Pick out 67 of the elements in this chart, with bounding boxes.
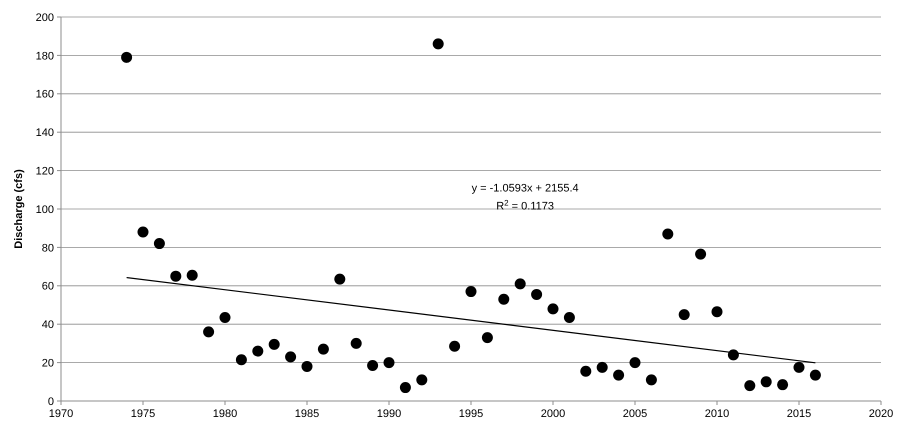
point: [810, 370, 821, 381]
point: [367, 360, 378, 371]
point: [580, 366, 592, 377]
x-tick-label: 1970: [48, 408, 74, 420]
point: [777, 379, 788, 390]
point: [662, 228, 674, 240]
x-tick-label: 2005: [622, 408, 648, 420]
y-tick-label: 180: [36, 50, 54, 62]
x-tick-label: 2010: [704, 408, 730, 420]
point: [794, 362, 804, 373]
point: [613, 370, 624, 381]
point: [121, 52, 132, 63]
point: [695, 248, 706, 260]
x-tick-label: 1990: [376, 408, 402, 420]
point: [384, 357, 394, 368]
point: [220, 312, 230, 323]
annotation: y = -1.0593x + 2155.4: [472, 182, 579, 195]
point: [186, 270, 198, 281]
point: [712, 306, 722, 318]
y-tick-label: 0: [48, 396, 54, 408]
point: [531, 288, 542, 300]
point: [564, 312, 575, 323]
point: [432, 38, 444, 50]
point: [646, 374, 657, 386]
point: [498, 294, 510, 305]
point: [138, 226, 148, 238]
x-tick-label: 1975: [130, 408, 156, 420]
point: [678, 309, 690, 320]
point: [318, 344, 329, 355]
point: [252, 346, 264, 357]
point: [400, 382, 411, 394]
y-tick-label: 100: [36, 204, 54, 216]
point: [203, 326, 214, 338]
x-tick-label: 1980: [212, 408, 238, 420]
x-tick-label: 1985: [294, 408, 320, 420]
point: [760, 376, 772, 388]
point: [416, 374, 428, 386]
x-tick-label: 2000: [540, 408, 566, 420]
point: [548, 303, 558, 314]
point: [514, 278, 526, 290]
y-tick-label: 80: [42, 242, 54, 254]
annotation: R$^{2}$ = 0.1173: [496, 198, 554, 213]
point: [350, 338, 362, 349]
y-axis-title: Discharge (cfs): [13, 168, 25, 249]
y-tick-label: 140: [36, 127, 54, 140]
y-tick-label: 200: [36, 12, 54, 24]
point: [268, 338, 280, 350]
point: [466, 286, 476, 298]
y-tick-label: 60: [42, 280, 54, 293]
point: [482, 332, 493, 344]
y-tick-label: 120: [36, 165, 54, 178]
point: [334, 274, 346, 285]
y-tick-label: 20: [42, 357, 54, 370]
y-tick-label: 160: [36, 88, 54, 101]
point: [285, 351, 296, 362]
point: [744, 380, 756, 392]
point: [302, 360, 312, 372]
point: [449, 340, 460, 352]
point: [170, 270, 182, 282]
y-tick-label: 40: [42, 319, 54, 332]
x-tick-label: 2020: [868, 408, 894, 420]
x-tick-label: 2015: [786, 408, 812, 420]
point: [154, 238, 165, 250]
x-tick-label: 1995: [458, 408, 484, 420]
point: [596, 362, 608, 373]
point: [236, 354, 247, 366]
point: [630, 357, 640, 368]
